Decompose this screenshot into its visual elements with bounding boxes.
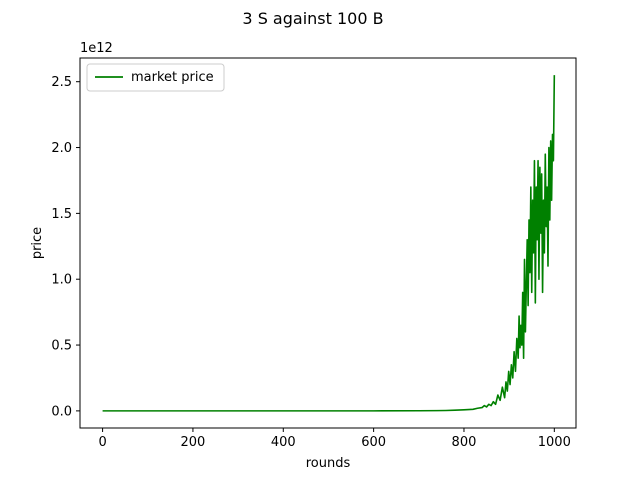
x-tick-label: 800 — [452, 435, 477, 450]
y-tick-label: 2.5 — [51, 75, 72, 90]
series-line-market-price — [102, 75, 556, 412]
series-layer — [102, 75, 556, 412]
legend: market price — [86, 63, 225, 92]
y-tick-label: 0.5 — [51, 339, 72, 354]
y-tick-label: 1.0 — [51, 273, 72, 288]
plot-area — [80, 58, 576, 428]
x-tick-label: 400 — [271, 435, 296, 450]
legend-label-market-price: market price — [131, 70, 214, 85]
y-offset-text: 1e12 — [80, 41, 113, 56]
x-axis-label: rounds — [306, 456, 351, 471]
y-axis-label: price — [30, 227, 45, 259]
plot-frame — [79, 57, 577, 429]
y-tick-label: 1.5 — [51, 207, 72, 222]
legend-box — [86, 63, 225, 92]
y-tick-label: 0.0 — [51, 404, 72, 419]
x-tick-label: 600 — [361, 435, 386, 450]
y-axis: 0.0 0.5 1.0 1.5 2.0 2.5 — [51, 75, 80, 419]
x-tick-label: 0 — [98, 435, 106, 450]
x-tick-label: 1000 — [538, 435, 571, 450]
x-axis: 0 200 400 600 800 1000 — [98, 428, 571, 450]
y-tick-label: 2.0 — [51, 141, 72, 156]
chart-title: 3 S against 100 B — [242, 9, 383, 28]
x-tick-label: 200 — [181, 435, 206, 450]
